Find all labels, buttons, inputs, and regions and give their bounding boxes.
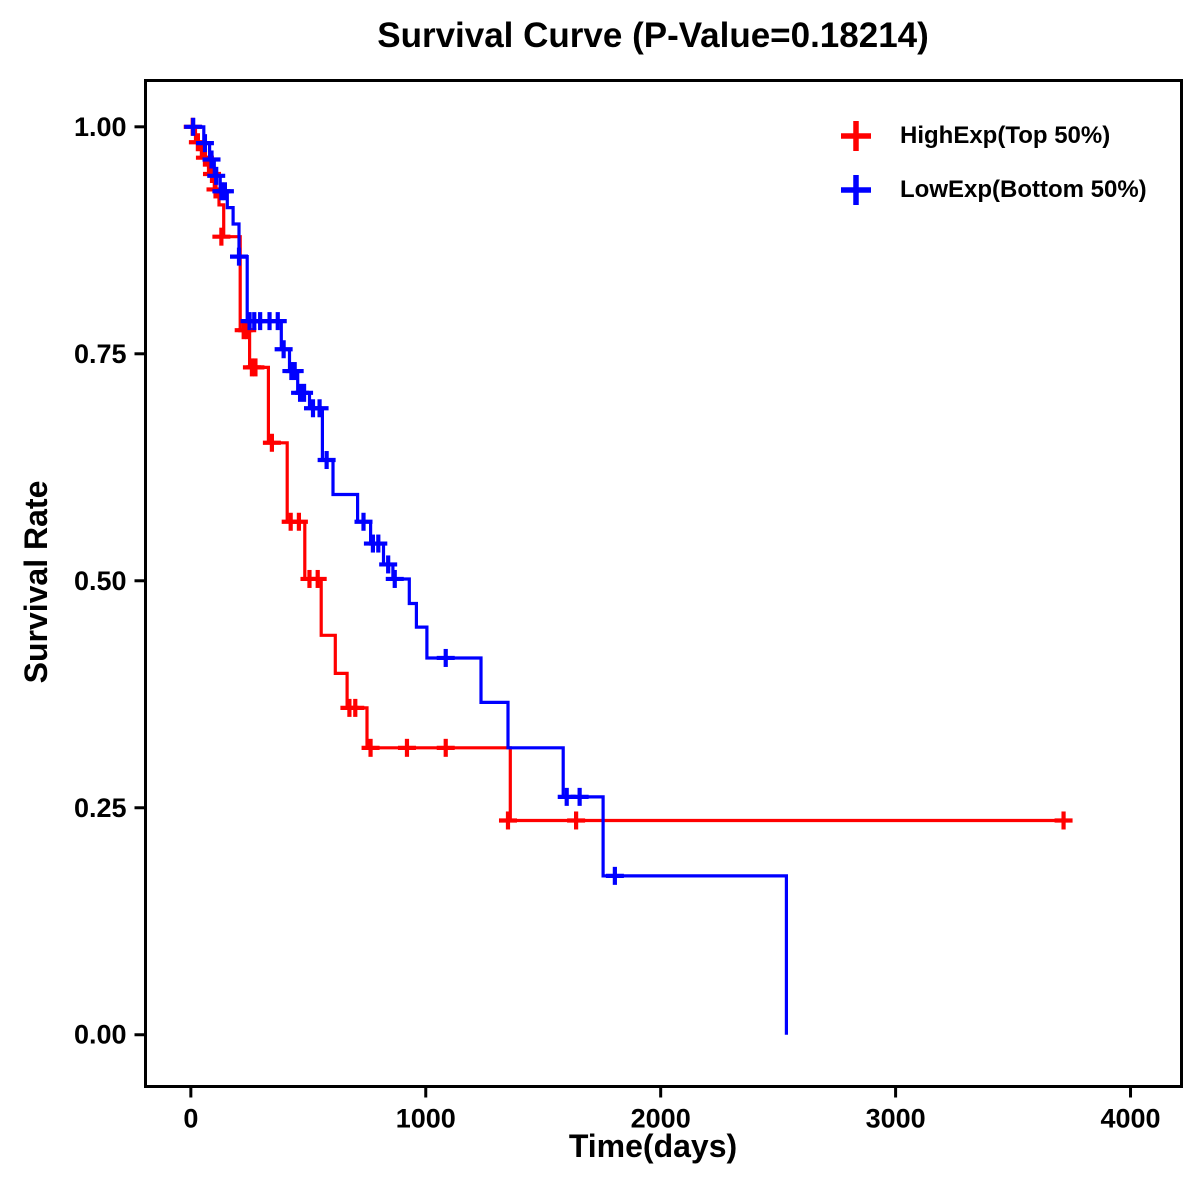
- y-tick-label: 0.25: [74, 793, 127, 823]
- x-tick-label: 1000: [396, 1104, 456, 1134]
- y-tick-label: 0.75: [74, 339, 127, 369]
- plus-marker-icon-highexp: [841, 121, 871, 151]
- survival-curve-1: [190, 125, 788, 1035]
- x-tick-label: 4000: [1100, 1104, 1160, 1134]
- chart-title: Survival Curve (P-Value=0.18214): [377, 16, 929, 55]
- x-tick-label: 3000: [866, 1104, 926, 1134]
- plus-marker-icon-lowexp: [841, 175, 871, 205]
- y-tick-label: 0.50: [74, 566, 127, 596]
- y-axis-label: Survival Rate: [18, 480, 54, 684]
- x-tick-label: 2000: [631, 1104, 691, 1134]
- legend-item-lowexp: LowExp(Bottom 50%): [838, 172, 1147, 208]
- x-axis-label: Time(days): [568, 1128, 738, 1164]
- legend-label-lowexp: LowExp(Bottom 50%): [900, 176, 1147, 203]
- y-tick-label: 0.00: [74, 1020, 127, 1050]
- legend-label-highexp: HighExp(Top 50%): [900, 122, 1111, 149]
- legend-item-highexp: HighExp(Top 50%): [838, 118, 1147, 154]
- plot-frame: [144, 79, 1183, 1088]
- survival-curve-0: [190, 125, 1065, 823]
- x-tick-label: 0: [183, 1104, 198, 1134]
- y-tick-label: 1.00: [74, 112, 127, 142]
- legend: HighExp(Top 50%) LowExp(Bottom 50%): [838, 118, 1147, 226]
